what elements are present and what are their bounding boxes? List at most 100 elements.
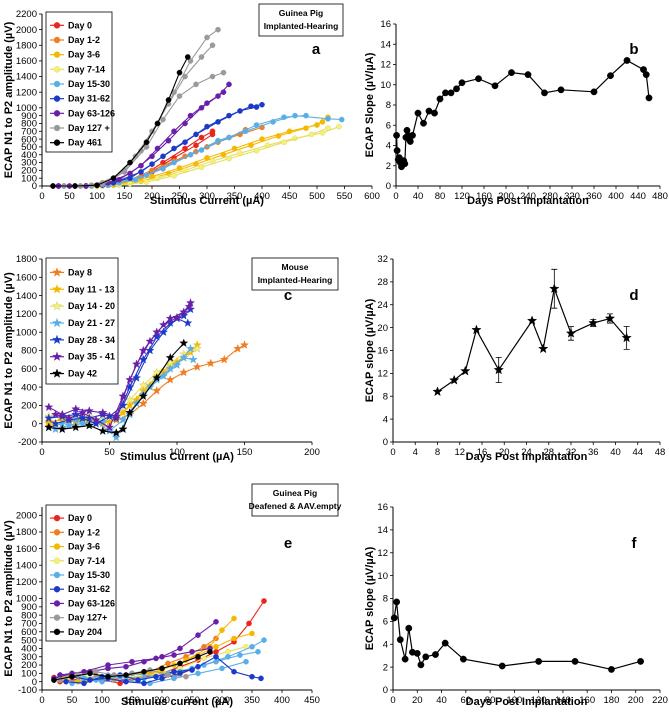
y-tick-label: 1200 (16, 309, 37, 320)
y-tick-label: 2 (386, 161, 391, 172)
data-point (209, 42, 216, 49)
data-point (409, 131, 416, 139)
data-point (220, 69, 227, 76)
x-tick-label: 0 (39, 695, 44, 706)
data-point (121, 169, 128, 175)
y-tick-label: -100 (18, 685, 37, 696)
data-point (557, 86, 565, 94)
data-point (193, 142, 199, 149)
legend-marker (53, 586, 61, 593)
legend-label: Day 31-62 (68, 584, 110, 594)
series-line (53, 651, 211, 681)
data-point (524, 71, 532, 79)
legend-marker (52, 267, 62, 277)
y-tick-label: 14 (380, 39, 391, 50)
y-tick-label: 800 (21, 346, 37, 357)
y-tick-label: 14 (377, 525, 388, 536)
y-tick-label: 1800 (16, 527, 37, 538)
x-tick-label: 0 (393, 191, 398, 202)
x-tick-label: 200 (628, 695, 644, 706)
data-point (219, 627, 225, 633)
legend: Day 0 Day 1-2 Day 3-6 Day 7-14 Day 15-30 Day … (45, 11, 115, 153)
legend-marker (53, 139, 61, 146)
x-tick-label: 8 (435, 447, 440, 458)
data-point (231, 635, 237, 642)
annotation-text: Implanted-Hearing (264, 21, 339, 31)
data-point (319, 119, 326, 125)
data-point (123, 678, 129, 685)
y-tick-label: 0 (383, 437, 388, 448)
data-point (118, 424, 128, 434)
y-tick-label: 200 (21, 660, 37, 671)
y-tick-label: 16 (377, 346, 388, 357)
legend-marker (53, 36, 61, 44)
annotation-box (251, 257, 339, 291)
panel-letter: a (312, 41, 321, 58)
data-point (172, 312, 182, 322)
series (44, 338, 189, 437)
data-point (498, 662, 506, 670)
legend-marker (53, 95, 61, 102)
x-tick-label: 200 (154, 695, 170, 706)
x-tick-label: 50 (104, 447, 115, 458)
x-tick-label: 40 (436, 695, 447, 706)
data-point (225, 648, 231, 655)
legend-label: Day 28 - 34 (68, 335, 115, 345)
legend-marker (53, 51, 61, 58)
y-tick-label: 1600 (16, 56, 37, 67)
x-tick-label: 220 (652, 695, 668, 706)
data-point (237, 108, 243, 114)
data-point (64, 413, 74, 423)
data-point (123, 672, 129, 678)
data-point (171, 652, 177, 658)
x-tick-label: 80 (485, 695, 496, 706)
data-point (44, 422, 54, 432)
legend-marker (53, 110, 61, 117)
data-point (453, 85, 460, 93)
series (51, 648, 213, 683)
data-point (413, 650, 421, 657)
data-point (77, 418, 88, 428)
data-point (192, 362, 202, 371)
data-point (127, 159, 133, 166)
y-tick-label: 6 (383, 617, 388, 628)
x-tick-label: 12 (454, 447, 465, 458)
data-point (458, 79, 466, 87)
data-point (243, 658, 249, 665)
data-point (187, 151, 194, 158)
x-tick-label: 36 (588, 447, 599, 458)
y-tick-label: 1200 (16, 87, 37, 98)
legend-label: Day 63-126 (68, 108, 115, 118)
data-point (390, 614, 398, 622)
data-point (447, 89, 455, 97)
x-tick-label: 0 (390, 447, 395, 458)
x-tick-label: 140 (555, 695, 571, 706)
y-tick-label: 400 (21, 382, 37, 393)
y-tick-label: 12 (377, 369, 388, 380)
data-point (270, 119, 276, 125)
series-line (437, 286, 628, 393)
data-point (213, 648, 219, 655)
legend-marker (52, 368, 62, 378)
series (390, 598, 644, 673)
y-tick-label: 1000 (16, 327, 37, 338)
data-point (143, 179, 150, 185)
y-tick-label: 700 (21, 126, 37, 137)
data-point (171, 145, 177, 152)
data-point (160, 116, 166, 123)
data-point (206, 358, 216, 368)
y-axis-title: ECAP N1 to P2 amplitude (µV) (3, 272, 15, 429)
legend-label: Day 42 (68, 369, 97, 379)
x-tick-label: 50 (67, 695, 78, 706)
y-tick-label: 0 (383, 685, 388, 696)
annotation-text: Implanted-Hearing (258, 275, 333, 285)
data-point (159, 665, 165, 672)
data-point (201, 655, 207, 662)
series-line (65, 669, 193, 684)
y-axis-title: ECAP N1 to P2 amplitude (µV) (3, 520, 15, 677)
x-axis-title: Days Post Implantation (466, 696, 588, 708)
data-point (104, 422, 115, 432)
data-point (118, 415, 128, 424)
x-tick-label: 4 (413, 447, 418, 458)
data-point (77, 407, 88, 417)
